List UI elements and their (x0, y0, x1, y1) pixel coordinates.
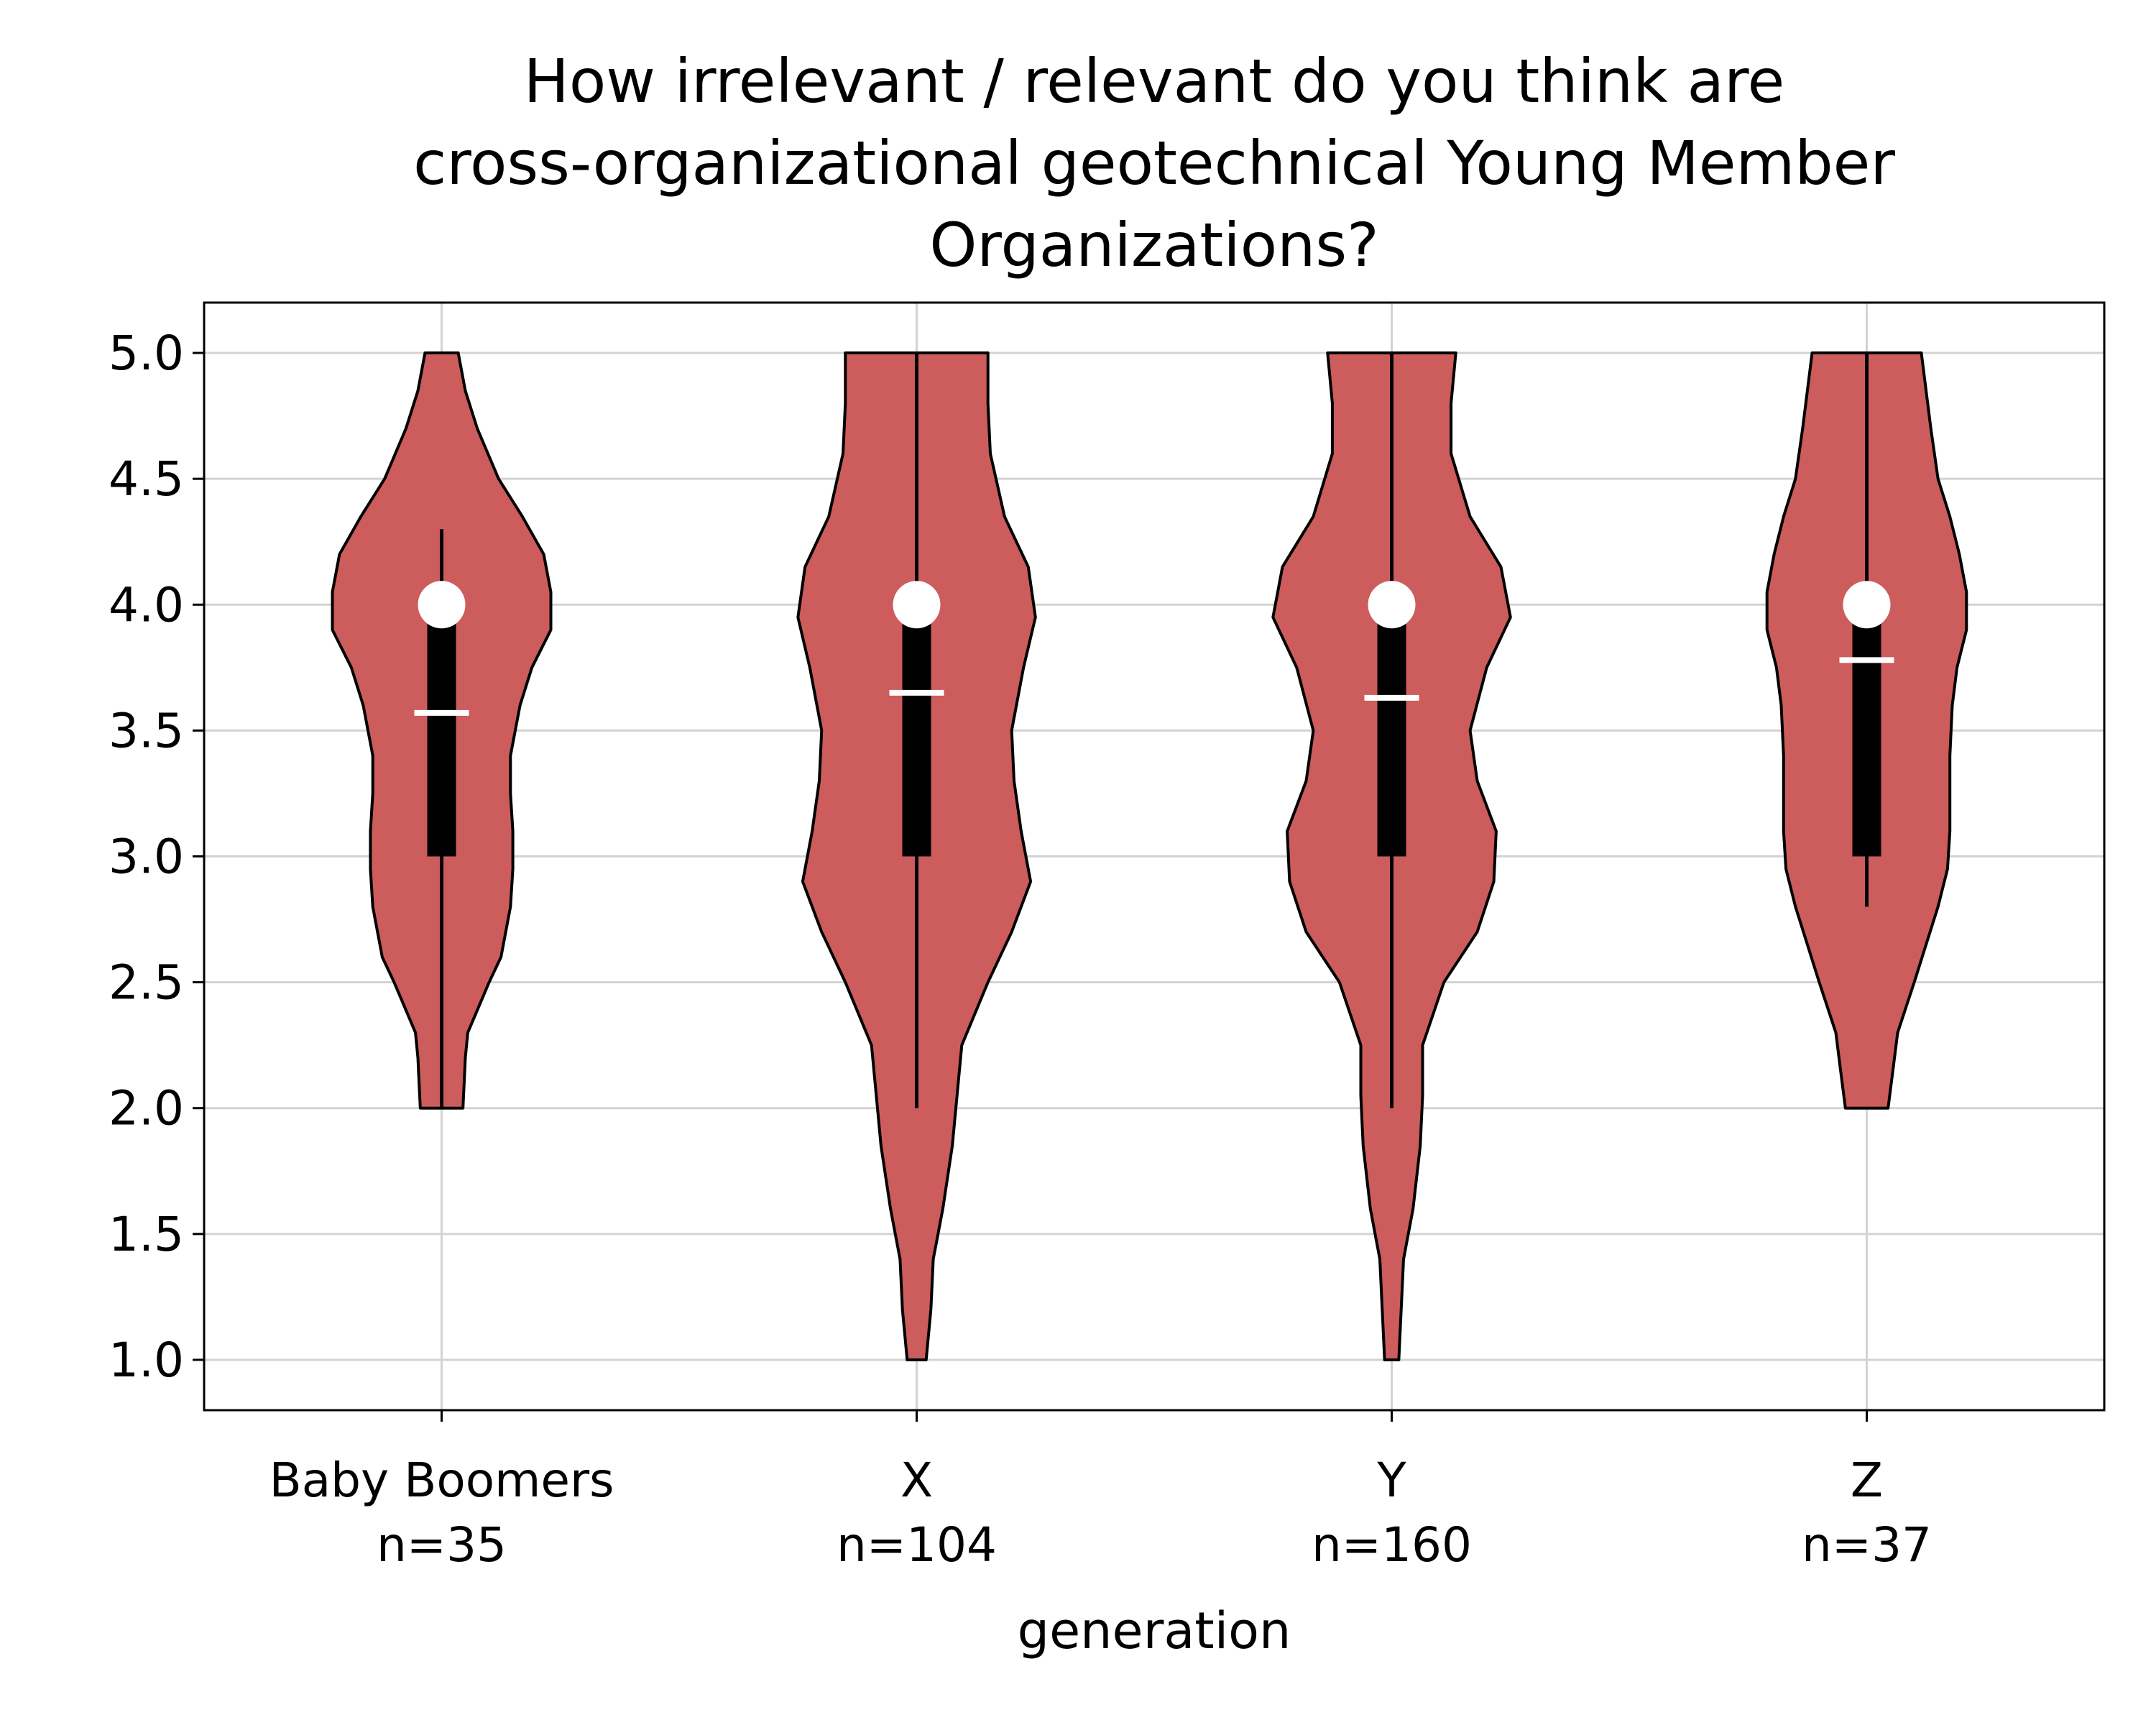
iqr-box (1377, 604, 1406, 857)
x-tick-count-label: n=160 (1312, 1517, 1472, 1573)
y-tick-label: 1.5 (109, 1207, 184, 1262)
iqr-box (1852, 604, 1881, 857)
iqr-box (902, 604, 931, 857)
x-tick-label: Baby Boomers (269, 1453, 614, 1508)
violin-series (331, 351, 1968, 1361)
y-tick-label: 4.5 (109, 451, 184, 507)
x-tick-count-label: n=104 (837, 1517, 997, 1573)
x-axis: Baby Boomers n=35 Xn=104 Yn=160 Zn=37 (269, 1410, 1932, 1573)
y-tick-label: 3.0 (109, 829, 184, 885)
y-tick-label: 5.0 (109, 326, 184, 381)
chart-title-line-3: Organizations? (929, 210, 1378, 280)
x-tick-count-label: n=35 (377, 1517, 507, 1573)
median-marker (418, 581, 466, 629)
y-axis: 1.0 1.5 2.0 2.5 3.0 3.5 4.0 4.5 5.0 (109, 326, 204, 1388)
y-tick-label: 4.0 (109, 577, 184, 632)
x-axis-label: generation (1018, 1601, 1291, 1660)
y-tick-label: 3.5 (109, 703, 184, 758)
x-tick-label: X (900, 1453, 933, 1508)
y-tick-label: 2.5 (109, 955, 184, 1011)
chart-title-line-2: cross-organizational geotechnical Young … (413, 128, 1895, 198)
median-marker (1843, 581, 1891, 629)
median-marker (893, 581, 941, 629)
median-marker (1368, 581, 1416, 629)
chart-title-line-1: How irrelevant / relevant do you think a… (524, 46, 1785, 116)
y-tick-label: 1.0 (109, 1333, 184, 1388)
x-tick-label: Z (1851, 1453, 1883, 1508)
chart-title: How irrelevant / relevant do you think a… (413, 46, 1895, 280)
iqr-box (427, 604, 456, 857)
y-tick-label: 2.0 (109, 1081, 184, 1136)
x-tick-label: Y (1376, 1453, 1406, 1508)
x-tick-count-label: n=37 (1802, 1517, 1932, 1573)
